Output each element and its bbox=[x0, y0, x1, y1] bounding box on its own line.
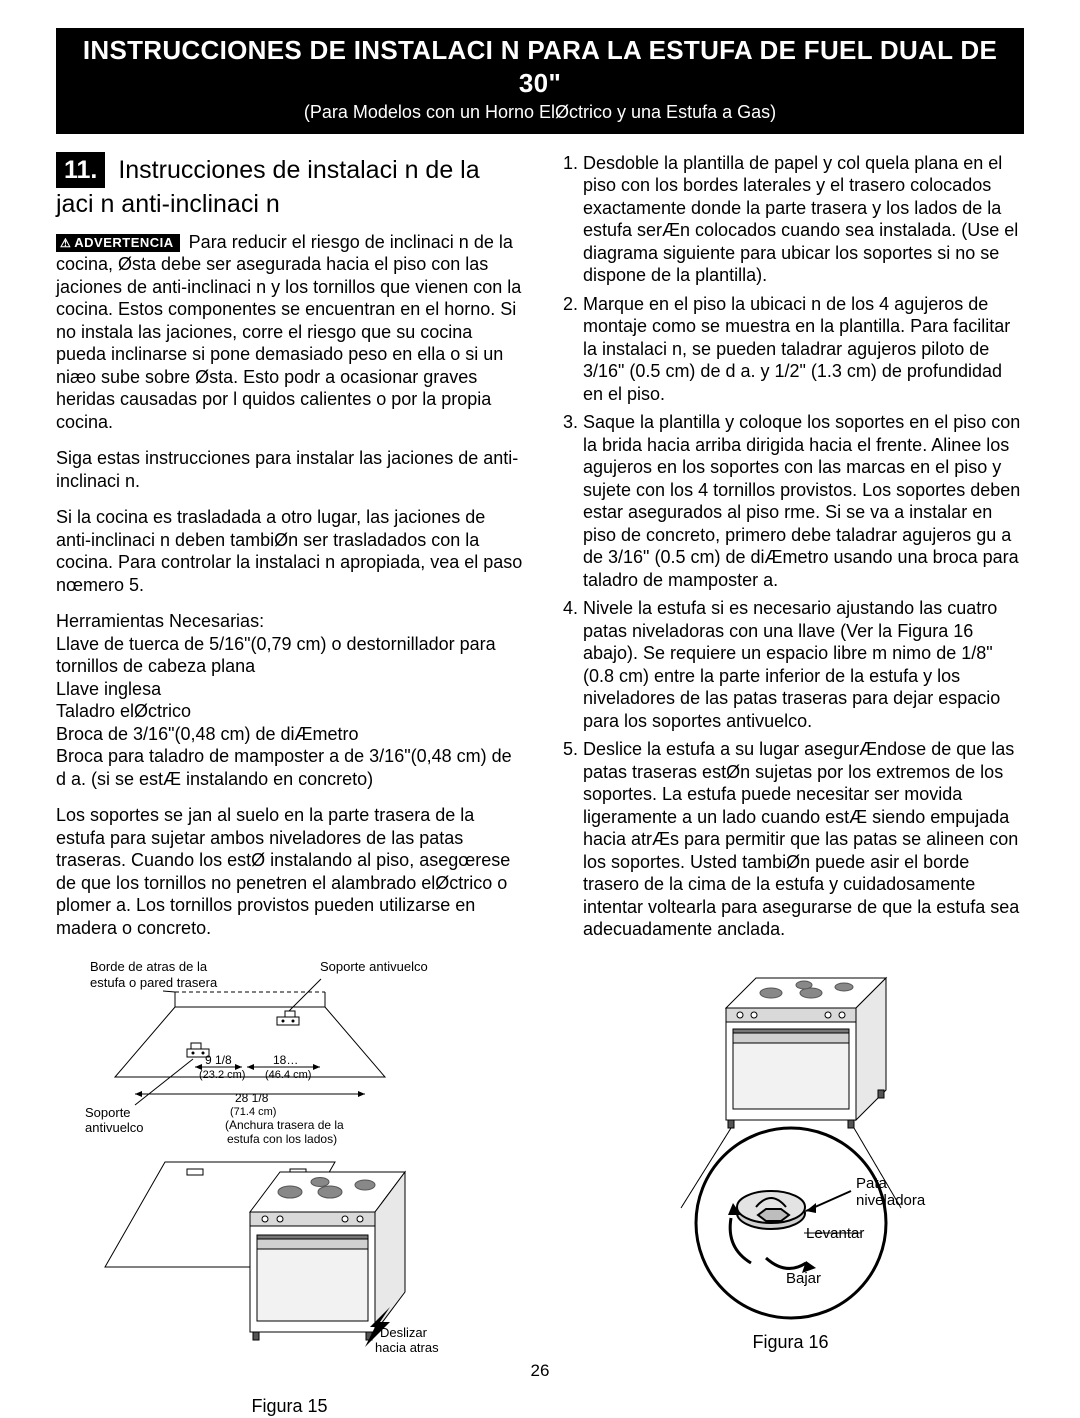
section-heading: 11. Instrucciones de instalaci n de la j… bbox=[56, 152, 523, 221]
fig15-dim3-top: 28 1/8 bbox=[235, 1091, 269, 1105]
step-list: Desdoble la plantilla de papel y col que… bbox=[557, 152, 1024, 941]
fig15-back-edge-line1: Borde de atras de la bbox=[90, 959, 208, 974]
fig16-range-icon bbox=[726, 978, 886, 1128]
left-par-2: Siga estas instrucciones para instalar l… bbox=[56, 447, 523, 492]
banner-subtitle: (Para Modelos con un Horno ElØctrico y u… bbox=[64, 101, 1016, 124]
figure-16-svg: Pata niveladora Levantar Bajar bbox=[606, 963, 976, 1323]
fig16-pata-2: niveladora bbox=[856, 1192, 926, 1209]
figure-16-caption: Figura 16 bbox=[557, 1331, 1024, 1354]
fig15-dim2-bot: (46.4 cm) bbox=[265, 1069, 311, 1081]
warning-label: ADVERTENCIA bbox=[74, 235, 173, 250]
warning-badge: ⚠ADVERTENCIA bbox=[56, 234, 180, 252]
fig15-dim2-top: 18… bbox=[273, 1053, 298, 1067]
fig15-dim3-bot: (71.4 cm) bbox=[230, 1106, 276, 1118]
page-banner: INSTRUCCIONES DE INSTALACI N PARA LA EST… bbox=[56, 28, 1024, 134]
fig15-dim1-top: 9 1/8 bbox=[205, 1053, 232, 1067]
step-4: Nivele la estufa si es necesario ajustan… bbox=[583, 597, 1024, 732]
figure-15: Borde de atras de la estufa o pared tras… bbox=[56, 957, 523, 1418]
fig16-bajar: Bajar bbox=[786, 1270, 821, 1287]
banner-title: INSTRUCCIONES DE INSTALACI N PARA LA EST… bbox=[64, 34, 1016, 99]
left-par-4: Los soportes se jan al suelo en la parte… bbox=[56, 804, 523, 939]
right-column: Desdoble la plantilla de papel y col que… bbox=[557, 152, 1024, 1418]
fig15-deslizar-2: hacia atras bbox=[375, 1340, 439, 1355]
step-2: Marque en el piso la ubicaci n de los 4 … bbox=[583, 293, 1024, 406]
fig15-soporte-left-1: Soporte bbox=[85, 1105, 131, 1120]
step-1: Desdoble la plantilla de papel y col que… bbox=[583, 152, 1024, 287]
tools-body: Llave de tuerca de 5/16"(0,79 cm) o dest… bbox=[56, 634, 512, 789]
fig15-bracket-right-icon bbox=[277, 1011, 299, 1025]
tools-block: Herramientas Necesarias: Llave de tuerca… bbox=[56, 610, 523, 790]
page-root: INSTRUCCIONES DE INSTALACI N PARA LA EST… bbox=[0, 0, 1080, 1397]
two-column-layout: 11. Instrucciones de instalaci n de la j… bbox=[56, 152, 1024, 1418]
warning-paragraph: ⚠ADVERTENCIA Para reducir el riesgo de i… bbox=[56, 231, 523, 434]
left-par-3: Si la cocina es trasladada a otro lugar,… bbox=[56, 506, 523, 596]
page-number: 26 bbox=[0, 1360, 1080, 1381]
step-3: Saque la plantilla y coloque los soporte… bbox=[583, 411, 1024, 591]
fig15-soporte-left-2: antivuelco bbox=[85, 1120, 144, 1135]
step-5: Deslice la estufa a su lugar asegurÆndos… bbox=[583, 738, 1024, 941]
section-heading-text: Instrucciones de instalaci n de la jaci … bbox=[56, 156, 480, 219]
fig16-leveling-foot-icon bbox=[737, 1191, 805, 1229]
warning-icon: ⚠ bbox=[60, 236, 71, 250]
figure-15-svg: Borde de atras de la estufa o pared tras… bbox=[75, 957, 505, 1387]
fig15-range-icon bbox=[250, 1172, 405, 1340]
fig16-pata-1: Pata bbox=[856, 1175, 888, 1192]
fig15-dim1-bot: (23.2 cm) bbox=[199, 1069, 245, 1081]
fig15-anchura-1: (Anchura trasera de la bbox=[225, 1118, 344, 1132]
fig15-deslizar-1: Deslizar bbox=[380, 1325, 428, 1340]
fig15-soporte-right-label: Soporte antivuelco bbox=[320, 959, 428, 974]
fig15-anchura-2: estufa con los lados) bbox=[227, 1132, 337, 1146]
figure-15-caption: Figura 15 bbox=[56, 1395, 523, 1418]
fig15-back-edge-line2: estufa o pared trasera bbox=[90, 975, 218, 990]
warning-text: Para reducir el riesgo de inclinaci n de… bbox=[56, 232, 521, 432]
tools-heading: Herramientas Necesarias: bbox=[56, 611, 264, 631]
left-column: 11. Instrucciones de instalaci n de la j… bbox=[56, 152, 523, 1418]
section-number-box: 11. bbox=[56, 152, 105, 189]
figure-16: Pata niveladora Levantar Bajar Figura 16 bbox=[557, 963, 1024, 1354]
